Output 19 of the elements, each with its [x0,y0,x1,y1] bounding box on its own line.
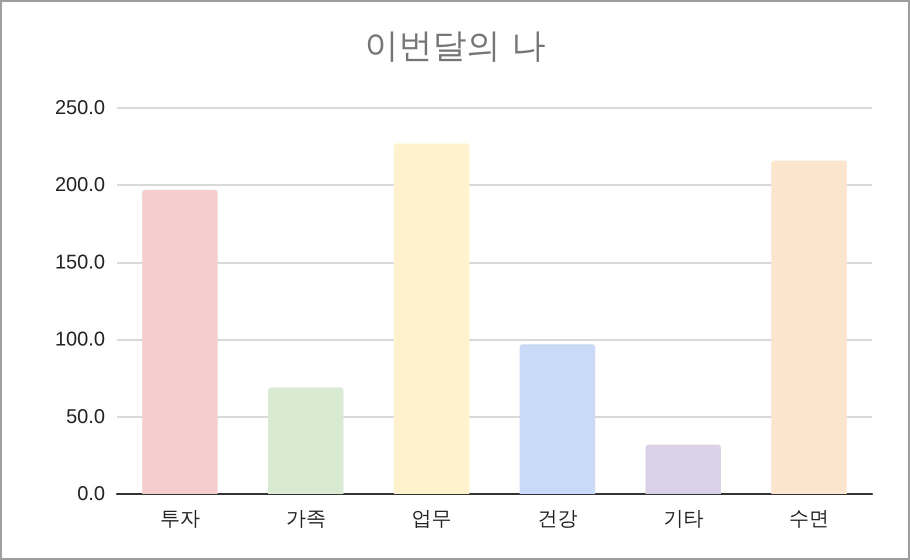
x-tick-label: 수면 [789,506,830,530]
x-tick-label: 기타 [663,506,704,530]
bar [520,344,596,494]
bar [771,160,847,494]
y-tick-label: 50.0 [66,406,105,428]
x-tick-label: 건강 [537,506,578,530]
x-tick-label: 가족 [286,506,326,530]
bar [394,144,470,494]
y-tick-label: 100.0 [54,328,105,351]
y-tick-label: 150.0 [54,251,105,274]
bar [268,387,344,494]
y-tick-label: 250.0 [54,97,105,119]
y-tick-label: 0.0 [77,483,105,505]
x-tick-label: 업무 [412,506,452,530]
chart-title: 이번달의 나 [364,26,546,66]
bar [142,190,218,494]
y-tick-label: 200.0 [54,174,105,196]
x-tick-label: 투자 [160,506,200,530]
bar [646,444,721,494]
